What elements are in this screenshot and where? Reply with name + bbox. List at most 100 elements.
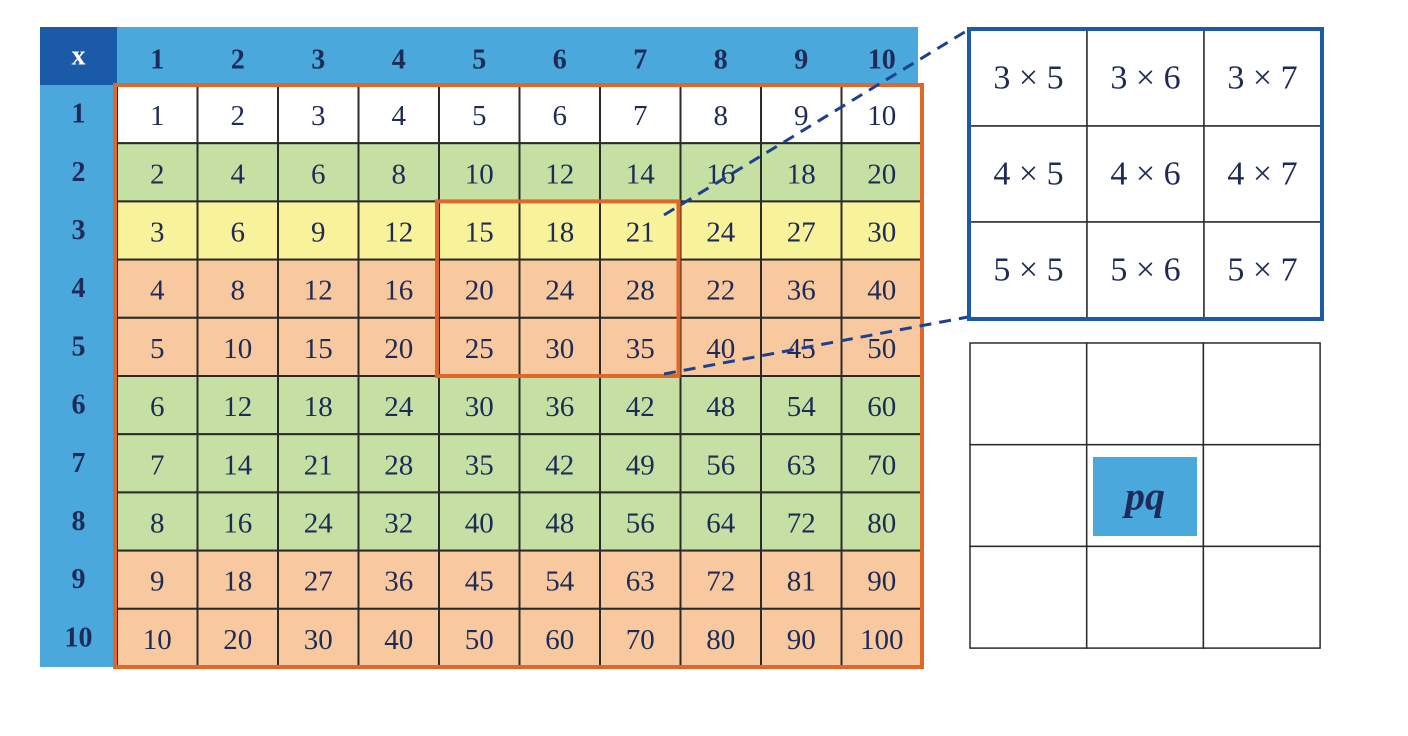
table-cell <box>196 200 279 261</box>
cell-value: 8 <box>150 508 165 540</box>
table-cell <box>116 375 199 436</box>
table-cell <box>357 200 440 261</box>
table-cell <box>679 491 762 552</box>
row-header: 9 <box>72 564 86 595</box>
table-cell <box>196 433 279 494</box>
cell-value: 18 <box>787 158 816 190</box>
blank-cell <box>1202 443 1321 548</box>
cell-value: 42 <box>545 449 574 481</box>
cell-value: 56 <box>626 508 655 540</box>
cell-value: 14 <box>626 158 656 190</box>
header-bar <box>40 27 918 85</box>
cell-value: 63 <box>626 566 655 598</box>
cell-value: 81 <box>787 566 816 598</box>
blank-cell <box>969 545 1088 649</box>
cell-value: 40 <box>706 333 735 365</box>
cell-value: 56 <box>706 449 735 481</box>
zoom-expression: 3 × 7 <box>1227 60 1297 97</box>
cell-value: 28 <box>626 275 655 307</box>
row-header: 3 <box>72 215 86 246</box>
cell-value: 35 <box>626 333 655 365</box>
row-header: 7 <box>72 448 86 479</box>
cell-value: 21 <box>304 449 333 481</box>
table-cell <box>518 258 601 319</box>
cell-value: 7 <box>150 449 165 481</box>
cell-value: 100 <box>860 624 904 656</box>
cell-value: 27 <box>787 217 816 249</box>
zoom-expression: 4 × 5 <box>993 156 1063 193</box>
blank-cell <box>1085 545 1205 649</box>
column-header: 9 <box>794 45 808 76</box>
table-cell <box>196 607 279 668</box>
table-cell <box>196 316 279 377</box>
table-cell <box>518 607 601 668</box>
zoom-expression: 3 × 6 <box>1110 60 1180 97</box>
table-cell <box>357 316 440 377</box>
table-cell <box>679 142 762 203</box>
table-cell <box>679 316 762 377</box>
corner-label: x <box>72 41 86 72</box>
cell-value: 36 <box>384 566 413 598</box>
table-cell <box>277 375 360 436</box>
table-cell <box>196 549 279 610</box>
cell-value: 60 <box>867 391 896 423</box>
cell-value: 64 <box>706 508 736 540</box>
table-cell <box>277 142 360 203</box>
cell-value: 1 <box>150 100 165 132</box>
cell-value: 20 <box>384 333 413 365</box>
table-cell <box>840 375 923 436</box>
cell-value: 8 <box>714 100 729 132</box>
cell-value: 20 <box>867 158 896 190</box>
cell-value: 24 <box>384 391 414 423</box>
table-cell <box>679 200 762 261</box>
cell-value: 2 <box>150 158 165 190</box>
table-cell <box>840 607 923 668</box>
zoom-border <box>967 27 1324 321</box>
table-cell <box>277 549 360 610</box>
table-cell <box>679 549 762 610</box>
zoom-expression: 3 × 5 <box>993 60 1063 97</box>
placeholder-label: pq <box>1122 474 1165 519</box>
column-header: 5 <box>472 45 486 76</box>
table-cell <box>357 549 440 610</box>
table-cell <box>760 84 843 145</box>
table-cell <box>840 549 923 610</box>
cell-value: 10 <box>465 158 494 190</box>
cell-value: 28 <box>384 449 413 481</box>
corner-cell <box>40 27 117 85</box>
cell-value: 36 <box>787 275 816 307</box>
zoom-expression: 5 × 6 <box>1110 252 1180 289</box>
cell-value: 15 <box>304 333 333 365</box>
table-cell <box>760 549 843 610</box>
zoom-cell <box>1203 221 1322 319</box>
cell-value: 14 <box>223 449 253 481</box>
cell-value: 12 <box>384 217 413 249</box>
cell-value: 5 <box>472 100 487 132</box>
zoom-cell <box>1203 125 1322 223</box>
cell-value: 3 <box>311 100 326 132</box>
table-cell <box>840 142 923 203</box>
cell-value: 12 <box>545 158 574 190</box>
row-header-bar <box>40 27 117 667</box>
row-header: 8 <box>72 506 86 537</box>
cell-value: 24 <box>304 508 334 540</box>
row-header: 1 <box>72 99 86 130</box>
cell-value: 72 <box>706 566 735 598</box>
cell-value: 80 <box>706 624 735 656</box>
table-border <box>113 83 924 669</box>
row-header: 4 <box>72 273 86 304</box>
cell-value: 32 <box>384 508 413 540</box>
table-cell <box>438 375 521 436</box>
cell-value: 70 <box>867 449 896 481</box>
cell-value: 40 <box>384 624 413 656</box>
cell-value: 54 <box>787 391 817 423</box>
table-cell <box>277 258 360 319</box>
cell-value: 4 <box>392 100 407 132</box>
cell-value: 12 <box>223 391 252 423</box>
cell-value: 2 <box>231 100 246 132</box>
cell-value: 4 <box>150 275 165 307</box>
cell-value: 27 <box>304 566 333 598</box>
zoom-expression: 5 × 7 <box>1227 252 1297 289</box>
cell-value: 8 <box>392 158 407 190</box>
